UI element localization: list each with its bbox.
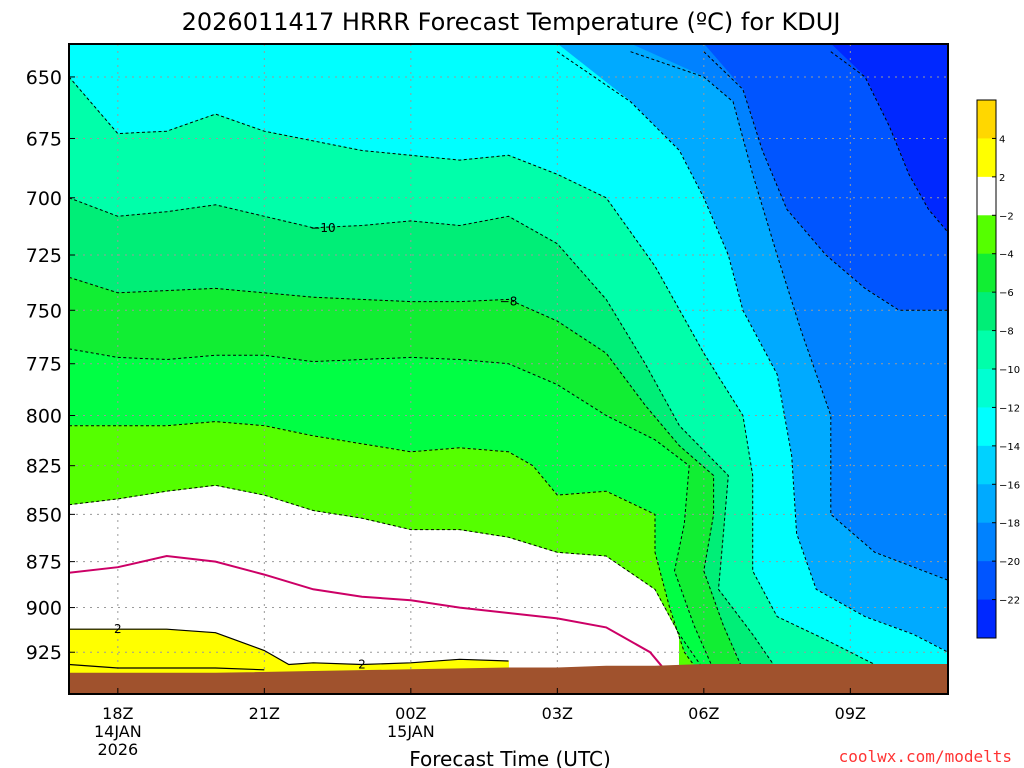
colorbar-bin [977,445,996,485]
colorbar-label: 2 [999,173,1005,184]
colorbar-bin [977,407,996,447]
x-tick-label: 2026 [97,740,138,759]
isotherm-line [69,76,876,665]
y-axis: 650 675 700 725 750 775 800 825 850 875 900 925 [26,67,75,664]
colorbar-bin [977,138,996,178]
colorbar-label: −16 [999,480,1020,491]
isotherm-line [557,51,948,653]
colorbar-label: −14 [999,442,1020,453]
freezing-line [69,554,666,671]
isotherm-label: −8 [500,295,518,309]
colorbar-bin [977,215,996,255]
x-tick-label: 15JAN [387,722,435,741]
colorbar-label: −6 [999,288,1014,299]
colorbar-bin [977,522,996,562]
colorbar-bin [977,484,996,524]
isotherm-line [69,663,265,671]
x-tick-label: 03Z [542,704,573,723]
isotherm-label: −10 [310,221,335,235]
colorbar-bin [977,253,996,293]
y-tick-label: 675 [26,128,62,150]
colorbar: 4 2 −2 −4 −6 −8 −10 −12 −14 −16 −18 −20 −22 [976,99,1020,639]
x-tick-label: 09Z [835,704,866,723]
isotherm-line [69,421,705,679]
plot-clip-group: −10 −8 2 2 [69,44,948,694]
isotherm-line [69,628,509,666]
colorbar-label: −4 [999,250,1014,261]
y-tick-label: 850 [26,504,62,526]
colorbar-bin [977,100,996,139]
x-axis-label: Forecast Time (UTC) [409,747,611,768]
colorbar-label: −18 [999,519,1020,530]
ground-surface [69,664,948,694]
x-tick-label: 00Z [395,704,426,723]
isotherm-line [69,276,744,671]
y-tick-label: 700 [26,188,62,210]
y-tick-label: 925 [26,642,62,664]
y-tick-label: 775 [26,354,62,376]
colorbar-label: 4 [999,134,1005,145]
colorbar-bin [977,599,996,639]
y-tick-label: 875 [26,552,62,574]
colorbar-label: −10 [999,365,1020,376]
colorbar-label: −22 [999,596,1020,607]
y-tick-label: 800 [26,406,62,428]
colorbar-bin [977,330,996,370]
y-tick-label: 650 [26,67,62,89]
colorbar-label: −8 [999,327,1014,338]
colorbar-label: −12 [999,403,1020,414]
isotherm-line [69,197,778,671]
chart-title: 2026011417 HRRR Forecast Temperature (ºC… [182,8,841,36]
isotherm-line [69,484,705,671]
colorbar-bin [977,369,996,408]
isotherm-line [830,51,948,233]
y-tick-label: 725 [26,245,62,267]
x-tick-label: 14JAN [94,722,142,741]
colorbar-label: −2 [999,211,1014,222]
credit-text: coolwx.com/modelts [839,747,1012,766]
isotherm-label: 2 [358,658,366,672]
colorbar-label: −20 [999,557,1020,568]
plot-border [68,43,949,695]
colorbar-bin [977,561,996,601]
colorbar-bin [977,176,996,216]
isotherm-line [630,51,948,581]
y-tick-label: 900 [26,598,62,620]
plot-area: −10 −8 2 2 [68,43,949,695]
colorbar-bin [977,292,996,332]
y-tick-label: 750 [26,300,62,322]
isotherm-line [69,348,715,671]
x-tick-label: 21Z [249,704,280,723]
x-tick-label: 06Z [688,704,719,723]
isotherm-label: 2 [114,622,122,636]
x-tick-label: 18Z [102,704,133,723]
y-tick-label: 825 [26,456,62,478]
